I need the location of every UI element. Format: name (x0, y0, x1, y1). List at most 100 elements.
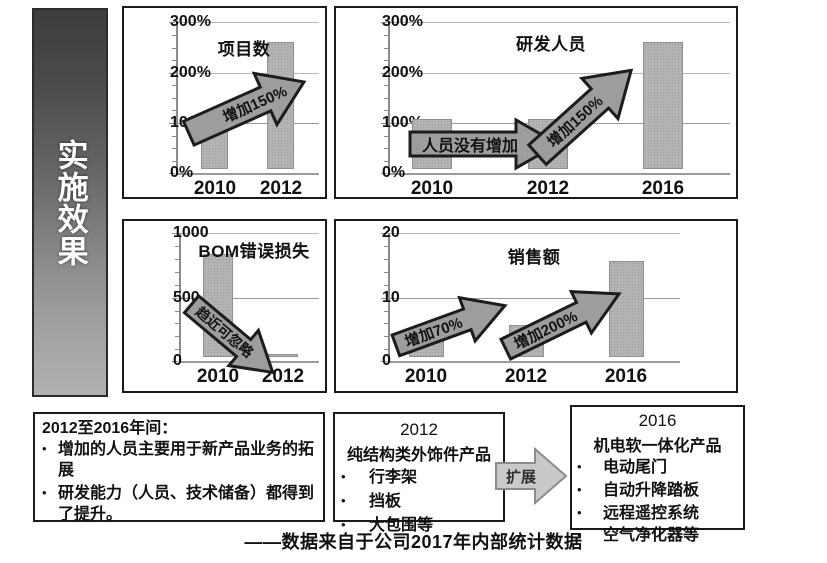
chart-title: BOM错误损失 (198, 242, 310, 261)
product-2012-item: • 大包围等 (341, 516, 497, 537)
chart-sales: 20 10 0 2010 2012 2016 销售额 增加70% (334, 219, 738, 393)
summary-bullet: • 增加的人员主要用于新产品业务的拓展 (42, 440, 315, 482)
bar-2016 (609, 261, 644, 357)
growth-arrow-icon: 增加200% (493, 270, 633, 374)
product-2016-item-text: 远程遥控系统 (603, 504, 700, 522)
summary-textbox: 2012至2016年间： • 增加的人员主要用于新产品业务的拓展 • 研发能力（… (33, 412, 325, 523)
summary-bullet-text: 研发能力（人员、技术储备）都得到了提升。 (58, 485, 315, 523)
summary-heading: 2012至2016年间： (42, 420, 178, 437)
minor-tick (172, 136, 176, 137)
product-2012-item-text: 大包围等 (369, 516, 434, 534)
product-2012-item: • 挡板 (341, 492, 497, 513)
tick-200 (169, 73, 175, 74)
minor-tick (384, 272, 388, 273)
bullet-icon: • (577, 459, 582, 474)
minor-tick (175, 259, 179, 260)
minor-tick (384, 311, 388, 312)
product-2012-year: 2012 (400, 420, 438, 439)
minor-tick (175, 272, 179, 273)
chart-title: 销售额 (507, 248, 561, 267)
tick-1000 (172, 233, 178, 234)
product-2016-year: 2016 (638, 411, 677, 430)
minor-tick (384, 48, 388, 49)
xtick-label-2016: 2016 (641, 178, 685, 199)
ytick-label-0: 0% (170, 164, 193, 182)
gridline-300 (388, 22, 730, 23)
minor-tick (175, 311, 179, 312)
tick-10 (381, 298, 387, 299)
ytick-label-0: 0 (173, 352, 182, 369)
ytick-label-2: 1000 (173, 224, 209, 241)
expand-arrow-label: 扩展 (505, 469, 536, 486)
minor-tick (384, 136, 388, 137)
xtick-label-2010: 2010 (196, 366, 240, 387)
section-banner-title: 实施效果 (52, 138, 88, 267)
bullet-icon: • (341, 492, 346, 508)
ytick-label-3: 300% (170, 13, 211, 30)
expand-arrow-icon: 扩展 (495, 446, 568, 506)
tick-300 (169, 22, 175, 23)
tick-100 (169, 123, 175, 124)
bullet-icon: • (42, 441, 47, 457)
x-axis (388, 361, 680, 363)
bullet-icon: • (42, 485, 47, 501)
bullet-icon: • (341, 469, 346, 484)
growth-arrow-icon: 增加70% (385, 281, 516, 371)
product-2016-item-text: 电动尾门 (603, 459, 668, 476)
minor-tick (175, 336, 179, 337)
minor-tick (384, 110, 388, 111)
minor-tick (175, 349, 179, 350)
xtick-label-2010: 2010 (404, 366, 448, 387)
product-2016-box: 2016 机电软一体化产品 • 电动尾门 • 自动升降踏板 • 远程遥控系统 •… (570, 405, 745, 544)
minor-tick (384, 98, 388, 99)
gridline-20 (388, 233, 680, 234)
minor-tick (175, 246, 179, 247)
flat-arrow-icon: 人员没有增加 (408, 117, 562, 171)
ytick-label-2: 200% (170, 64, 211, 81)
minor-tick (172, 98, 176, 99)
y-axis (179, 233, 181, 362)
growth-arrow-icon: 增加150% (174, 53, 318, 163)
x-axis (176, 173, 319, 175)
gridline-200 (388, 73, 730, 74)
minor-tick (172, 35, 176, 36)
section-banner: 实施效果 (32, 8, 108, 397)
gridline-200 (176, 73, 319, 74)
minor-tick (384, 246, 388, 247)
ytick-label-1: 100% (382, 114, 423, 131)
chart-bom-loss-plot: 1000 500 0 2010 2012 BOM错误损失 趋近可忽略 (124, 221, 325, 391)
footer-note: ——数据来自于公司2017年内部统计数据 (244, 532, 583, 552)
xtick-label-2012: 2012 (504, 366, 548, 387)
minor-tick (172, 85, 176, 86)
tick-200 (381, 73, 387, 74)
minor-tick (384, 323, 388, 324)
minor-tick (175, 323, 179, 324)
flat-arrow-label: 人员没有增加 (422, 138, 519, 155)
ytick-label-1: 100% (170, 114, 211, 132)
minor-tick (172, 110, 176, 111)
chart-projects-plot: 300% 200% 100% 0% 2010 2012 项目数 增加150% (124, 8, 325, 199)
bar-2016 (643, 42, 683, 169)
ytick-label-3: 300% (382, 13, 423, 30)
decline-arrow-icon: 趋近可忽略 (173, 283, 291, 394)
chart-bom-loss: 1000 500 0 2010 2012 BOM错误损失 趋近可忽略 (122, 219, 327, 393)
product-2016-item: • 远程遥控系统 (577, 504, 738, 525)
minor-tick (384, 161, 388, 162)
y-axis (388, 22, 390, 174)
ytick-label-1: 500 (173, 289, 200, 306)
chart-title: 研发人员 (516, 35, 586, 54)
minor-tick (384, 349, 388, 350)
xtick-label-2010: 2010 (193, 178, 237, 199)
product-2016-item: • 自动升降踏板 (577, 481, 738, 502)
minor-tick (172, 60, 176, 61)
minor-tick (384, 35, 388, 36)
bullet-icon: • (577, 504, 582, 520)
tick-500 (172, 298, 178, 299)
y-axis (176, 22, 178, 174)
product-2012-subtitle: 纯结构类外饰件产品 (346, 447, 491, 464)
xtick-label-2016: 2016 (604, 366, 648, 387)
gridline-1000 (179, 233, 319, 234)
xtick-label-2012: 2012 (259, 178, 303, 199)
gridline-100 (176, 123, 319, 124)
tick-100 (381, 123, 387, 124)
